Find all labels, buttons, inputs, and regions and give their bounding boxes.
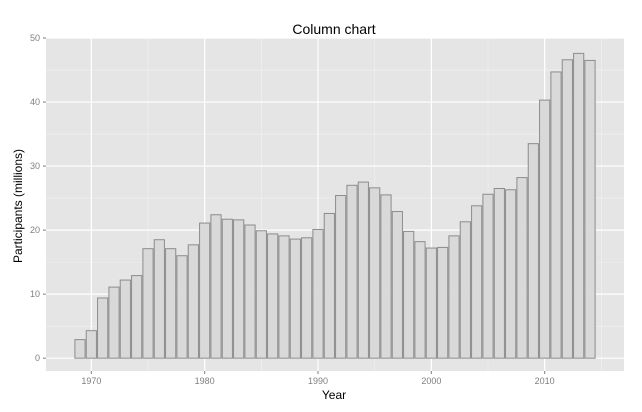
y-axis-label: Participants (millions) [11,149,25,263]
bars [74,52,596,359]
bar-1991 [323,212,335,359]
bar-1983 [233,219,245,359]
bar-1988 [289,238,301,359]
bar-2014 [584,59,596,359]
bar-1973 [119,279,131,359]
bar-1981 [210,214,222,359]
plot-panel [46,38,624,371]
x-tick-label: 1980 [195,376,215,386]
bar-1998 [403,230,415,359]
bar-1994 [357,181,369,359]
bar-1969 [74,339,86,359]
bar-1971 [97,297,109,359]
x-tick-label: 1970 [81,376,101,386]
bar-1970 [85,330,97,359]
bar-2005 [482,193,494,359]
x-tick-label: 2010 [535,376,555,386]
bar-1984 [244,224,256,359]
y-axis-ticks: 0 10 20 30 40 50 [30,33,46,363]
bar-1985 [255,230,267,359]
bar-1975 [142,248,154,359]
bar-2008 [516,177,528,359]
y-tick-label: 0 [35,353,40,363]
x-axis-ticks: 1970 1980 1990 2000 2010 [81,371,555,386]
bar-2011 [550,71,562,359]
bar-2009 [527,143,539,359]
bar-1972 [108,286,120,359]
x-tick-label: 2000 [421,376,441,386]
bar-1997 [391,211,403,359]
bar-1996 [380,194,392,359]
bar-2006 [493,187,505,359]
bar-2001 [437,246,449,359]
bar-1976 [153,239,165,359]
bar-2012 [561,59,573,359]
bar-1979 [187,244,199,359]
bar-2004 [471,205,483,359]
bar-1978 [176,255,188,359]
x-axis-label: Year [322,388,346,402]
bar-1982 [221,218,233,359]
bar-1980 [199,222,211,359]
bar-2010 [539,99,551,359]
y-tick-label: 10 [30,289,40,299]
bar-1987 [278,235,290,359]
bar-1986 [267,233,279,359]
bar-1992 [335,195,347,359]
bar-1989 [301,237,313,359]
bar-1990 [312,228,324,359]
y-tick-label: 20 [30,225,40,235]
chart-title: Column chart [292,21,375,37]
bar-1974 [131,275,143,359]
y-tick-label: 30 [30,161,40,171]
bar-1995 [369,187,381,359]
bar-1977 [165,248,177,359]
y-tick-label: 40 [30,97,40,107]
bar-2013 [573,52,585,359]
bar-1993 [346,184,358,359]
bar-2000 [425,247,437,359]
y-tick-label: 50 [30,33,40,43]
bar-2003 [459,221,471,359]
bar-2007 [505,189,517,359]
bar-1999 [414,241,426,359]
x-tick-label: 1990 [308,376,328,386]
bar-2002 [448,235,460,359]
